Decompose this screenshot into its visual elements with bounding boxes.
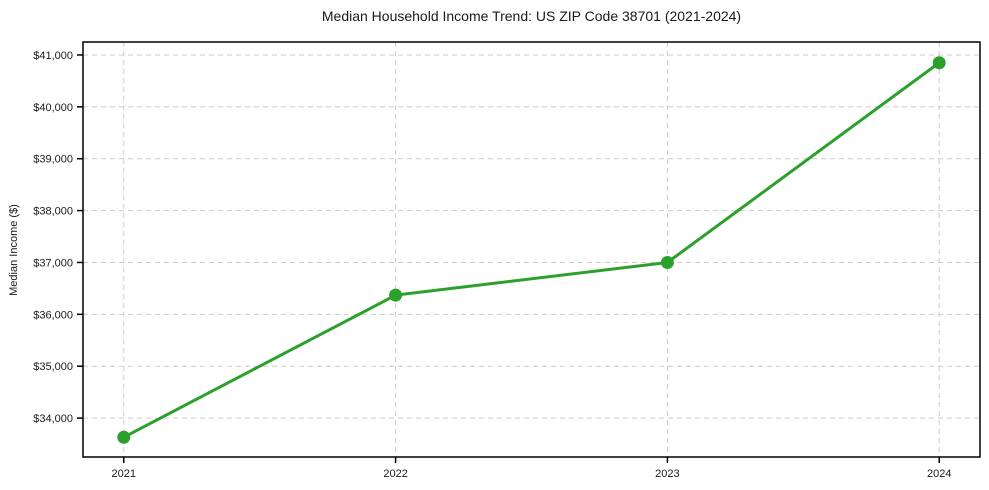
y-tick-label: $39,000 [33, 154, 73, 166]
y-tick-label: $37,000 [33, 257, 73, 269]
trend-line [122, 61, 941, 439]
y-axis-label: Median Income ($) [8, 204, 20, 296]
y-tick-label: $36,000 [33, 309, 73, 321]
y-tick-label: $34,000 [33, 413, 73, 425]
x-tick-label: 2022 [383, 468, 407, 480]
plot-border [82, 41, 981, 458]
data-point-marker [932, 56, 946, 70]
y-tick-label: $41,000 [33, 50, 73, 62]
y-tick-label: $40,000 [33, 102, 73, 114]
x-tick-label: 2021 [112, 468, 136, 480]
data-point-marker [389, 288, 403, 302]
x-tick-label: 2023 [655, 468, 679, 480]
x-tick-label: 2024 [927, 468, 951, 480]
y-tick-label: $35,000 [33, 361, 73, 373]
chart-title: Median Household Income Trend: US ZIP Co… [321, 8, 742, 24]
data-point-marker [117, 430, 131, 444]
data-point-marker [660, 255, 674, 269]
y-tick-label: $38,000 [33, 206, 73, 218]
